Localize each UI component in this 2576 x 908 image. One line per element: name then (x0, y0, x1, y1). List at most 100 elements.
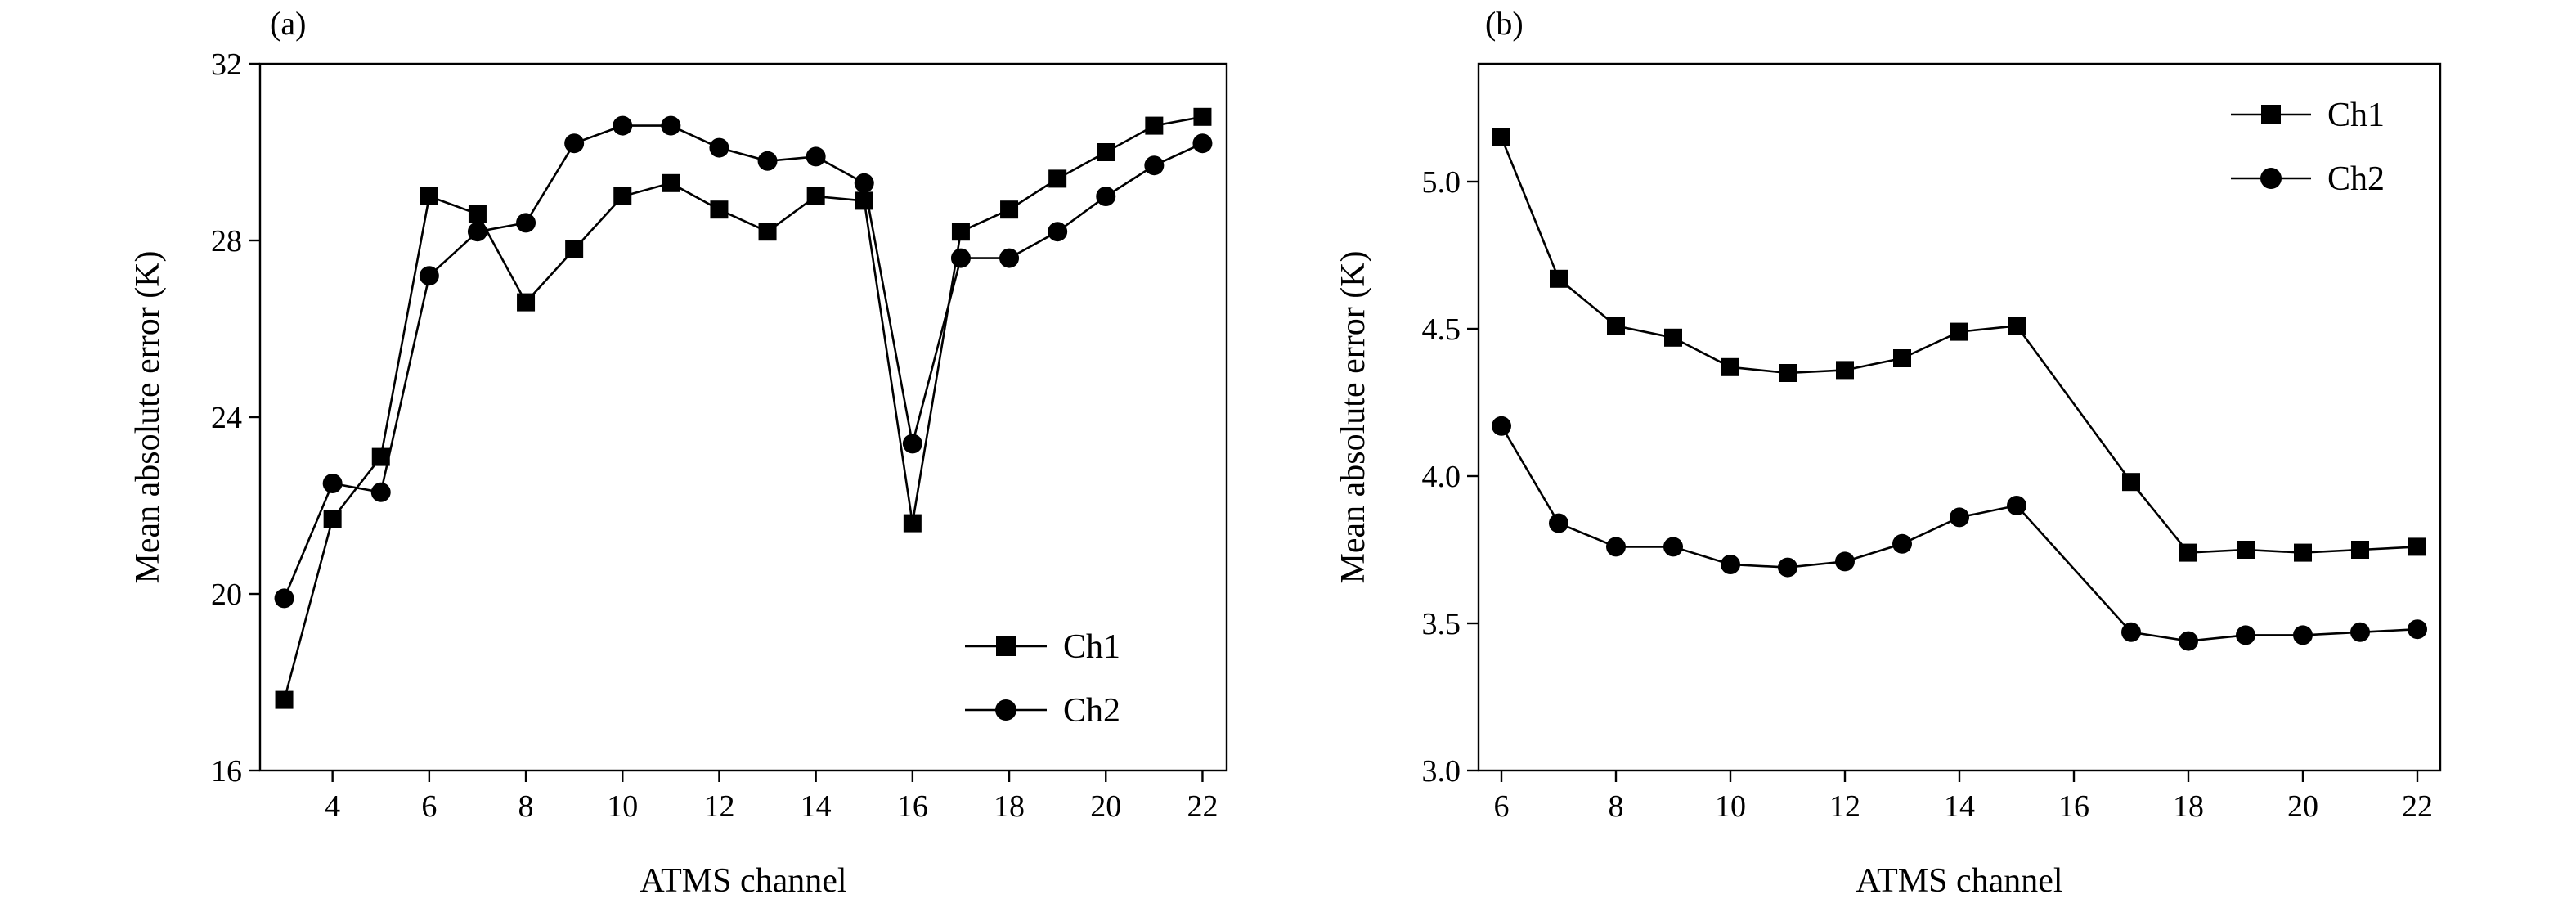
data-point-ch1 (2294, 543, 2312, 562)
x-tick-label: 14 (801, 789, 832, 824)
data-point-ch1 (468, 205, 487, 223)
legend-label-ch2-a: Ch2 (1063, 692, 1120, 730)
x-tick-label: 16 (2058, 789, 2089, 824)
data-point-ch1 (806, 187, 825, 205)
x-tick-label: 18 (994, 789, 1025, 824)
data-point-ch2 (1144, 155, 1165, 176)
x-tick-label: 6 (421, 789, 437, 824)
data-point-ch1 (710, 200, 729, 219)
y-tick-label: 5.0 (1422, 165, 1461, 200)
y-axis-b: 3.0 3.5 4.0 4.5 5.0 (1422, 165, 1479, 789)
data-point-ch1 (2408, 537, 2426, 556)
series-group-a (274, 107, 1213, 709)
data-point-ch1 (2351, 541, 2369, 559)
legend-marker-square-a (996, 636, 1016, 656)
data-point-ch2 (1892, 533, 1912, 554)
legend-label-ch1-a: Ch1 (1063, 628, 1120, 666)
x-tick-label: 20 (2287, 789, 2318, 824)
x-tick-label: 22 (1187, 789, 1218, 824)
data-point-ch2 (1606, 537, 1626, 557)
y-tick-label: 3.0 (1422, 754, 1461, 789)
chart-panel-a: (a) 16 20 24 28 32 4 6 8 10 12 14 16 18 20 22 ATMS ch… (129, 5, 1228, 900)
data-point-ch2 (370, 482, 391, 502)
data-point-ch2 (2236, 625, 2255, 645)
data-point-ch1 (2179, 543, 2197, 562)
data-point-ch2 (757, 151, 778, 171)
data-point-ch2 (854, 173, 874, 193)
data-point-ch1 (951, 223, 970, 241)
data-point-ch2 (1950, 507, 1969, 528)
data-point-ch2 (2408, 619, 2427, 640)
x-tick-label: 12 (1829, 789, 1860, 824)
data-point-ch2 (1663, 537, 1683, 557)
data-point-ch2 (2293, 625, 2313, 645)
data-point-ch1 (1836, 361, 1854, 380)
series-line-ch1 (1500, 137, 2418, 554)
data-point-ch2 (564, 133, 585, 154)
legend-marker-square-b (2261, 105, 2281, 124)
data-point-ch1 (371, 447, 390, 466)
data-point-ch1 (1097, 143, 1115, 161)
y-axis-title-b: Mean absolute error (K) (1335, 251, 1372, 584)
x-axis-a: 4 6 8 10 12 14 16 18 20 22 (325, 771, 1218, 824)
panel-label-a: (a) (270, 5, 306, 42)
data-point-ch1 (2122, 473, 2140, 492)
data-point-ch1 (1000, 200, 1019, 219)
data-point-ch1 (1721, 357, 1739, 376)
data-point-ch2 (1835, 551, 1855, 572)
plot-frame-b (1477, 62, 2442, 772)
data-point-ch1 (517, 293, 536, 312)
data-point-ch2 (950, 248, 971, 268)
y-tick-label: 4.0 (1422, 460, 1461, 494)
data-point-ch1 (420, 187, 438, 205)
data-point-ch1 (855, 191, 873, 210)
data-point-ch2 (1192, 133, 1213, 154)
data-point-ch2 (709, 137, 729, 158)
data-point-ch1 (1607, 317, 1625, 335)
x-tick-label: 10 (1715, 789, 1746, 824)
data-point-ch1 (1145, 116, 1164, 135)
x-tick-label: 22 (2402, 789, 2433, 824)
legend-b: Ch1 Ch2 (2231, 97, 2385, 198)
x-tick-label: 20 (1090, 789, 1121, 824)
y-tick-label: 28 (211, 224, 242, 258)
data-point-ch1 (2237, 541, 2255, 559)
data-point-ch2 (2179, 631, 2198, 651)
data-point-ch2 (516, 213, 536, 233)
data-point-ch2 (2350, 622, 2370, 642)
data-point-ch1 (1193, 107, 1212, 126)
y-axis-a: 16 20 24 28 32 (211, 47, 260, 789)
data-point-ch2 (467, 222, 487, 242)
x-axis-title-a: ATMS channel (640, 862, 846, 900)
x-tick-label: 16 (897, 789, 928, 824)
data-point-ch1 (758, 223, 777, 241)
x-tick-label: 18 (2173, 789, 2204, 824)
legend-marker-circle-b (2260, 168, 2282, 189)
data-point-ch2 (419, 266, 439, 286)
legend-label-ch2-b: Ch2 (2327, 160, 2385, 198)
x-tick-label: 8 (1609, 789, 1624, 824)
data-point-ch2 (1096, 187, 1116, 206)
data-point-ch2 (2121, 622, 2141, 642)
data-point-ch1 (1893, 349, 1911, 367)
x-tick-label: 4 (325, 789, 340, 824)
series-group-b (1492, 128, 2427, 651)
x-tick-label: 6 (1494, 789, 1510, 824)
legend-marker-circle-a (995, 699, 1016, 721)
data-point-ch1 (1950, 322, 1968, 341)
x-tick-label: 8 (518, 789, 534, 824)
data-point-ch2 (1721, 555, 1740, 574)
legend-label-ch1-b: Ch1 (2327, 97, 2385, 134)
data-point-ch1 (662, 173, 680, 192)
data-point-ch2 (613, 115, 633, 136)
data-point-ch2 (1549, 513, 1568, 533)
data-point-ch1 (1664, 328, 1682, 347)
y-tick-label: 20 (211, 578, 242, 612)
data-point-ch2 (661, 115, 681, 136)
data-point-ch2 (1778, 557, 1797, 578)
data-point-ch1 (613, 187, 632, 205)
data-point-ch1 (275, 690, 294, 709)
data-point-ch1 (903, 514, 922, 533)
data-point-ch1 (565, 240, 584, 258)
